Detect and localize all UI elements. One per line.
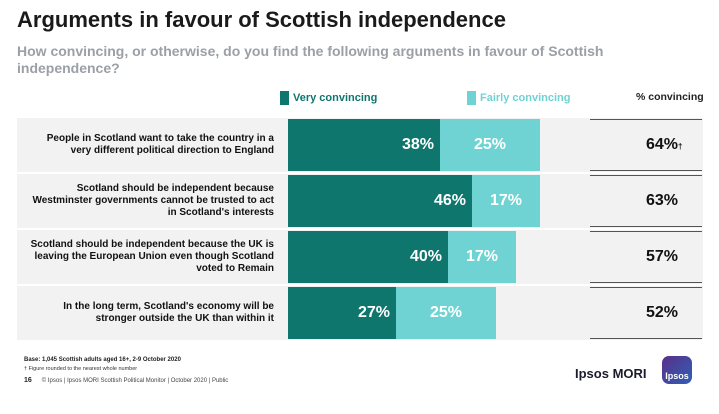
category-label: In the long term, Scotland's economy wil…	[63, 301, 274, 324]
data-label-very: 46%	[433, 192, 466, 209]
chart-subtitle: How convincing, or otherwise, do you fin…	[17, 43, 604, 76]
bar-very-convincing: 46%	[288, 175, 472, 227]
brand-name: Ipsos MORI	[575, 366, 647, 381]
bar-fairly-convincing: 25%	[396, 287, 496, 339]
total-bracket	[590, 287, 702, 339]
data-label-fairly: 17%	[465, 248, 499, 265]
legend-label-fairly: Fairly convincing	[480, 92, 571, 104]
data-label-fairly: 25%	[473, 136, 507, 153]
total-convincing: 64%†	[646, 136, 696, 154]
category-label: Scotland should be independent because t…	[30, 239, 274, 274]
chart-title: Arguments in favour of Scottish independ…	[17, 7, 506, 32]
bar-fairly-convincing: 25%	[440, 119, 540, 171]
total-value: 52%	[646, 304, 679, 321]
category-label: Scotland should be independent because W…	[32, 183, 274, 218]
page-number: 16	[24, 377, 32, 384]
total-bracket	[590, 119, 702, 171]
total-convincing: 52%	[646, 304, 696, 322]
rounding-marker: †	[678, 142, 683, 151]
footnote-rounding: † Figure rounded to the nearest whole nu…	[24, 366, 138, 372]
source-line: © Ipsos | Ipsos MORI Scottish Political …	[41, 377, 229, 384]
data-label-very: 27%	[357, 304, 390, 321]
legend-swatch-fairly	[467, 91, 476, 105]
category-label: People in Scotland want to take the coun…	[46, 133, 274, 156]
legend-very-convincing: Very convincing	[280, 90, 377, 106]
total-column-header: % convincing	[636, 91, 704, 103]
legend-label-very: Very convincing	[293, 92, 378, 104]
legend-swatch-very	[280, 91, 289, 105]
data-label-fairly: 17%	[489, 192, 523, 209]
total-bracket	[590, 231, 702, 283]
legend-fairly-convincing: Fairly convincing	[467, 90, 570, 106]
footnote-base: Base: 1,045 Scottish adults aged 16+, 2-…	[24, 357, 181, 363]
data-label-very: 38%	[401, 136, 434, 153]
bar-very-convincing: 27%	[288, 287, 396, 339]
logo-text: Ipsos	[665, 371, 689, 381]
total-bracket	[590, 175, 702, 227]
data-label-fairly: 25%	[429, 304, 463, 321]
ipsos-logo-icon: Ipsos	[662, 356, 692, 384]
bar-fairly-convincing: 17%	[448, 231, 516, 283]
bar-very-convincing: 40%	[288, 231, 448, 283]
data-label-very: 40%	[409, 248, 442, 265]
total-value: 63%	[646, 192, 679, 209]
total-convincing: 63%	[646, 192, 696, 210]
bar-fairly-convincing: 17%	[472, 175, 540, 227]
total-value: 57%	[646, 248, 679, 265]
bar-very-convincing: 38%	[288, 119, 440, 171]
total-convincing: 57%	[646, 248, 696, 266]
footer-bar: 16 © Ipsos | Ipsos MORI Scottish Politic…	[24, 377, 228, 384]
total-value: 64%	[646, 136, 679, 153]
